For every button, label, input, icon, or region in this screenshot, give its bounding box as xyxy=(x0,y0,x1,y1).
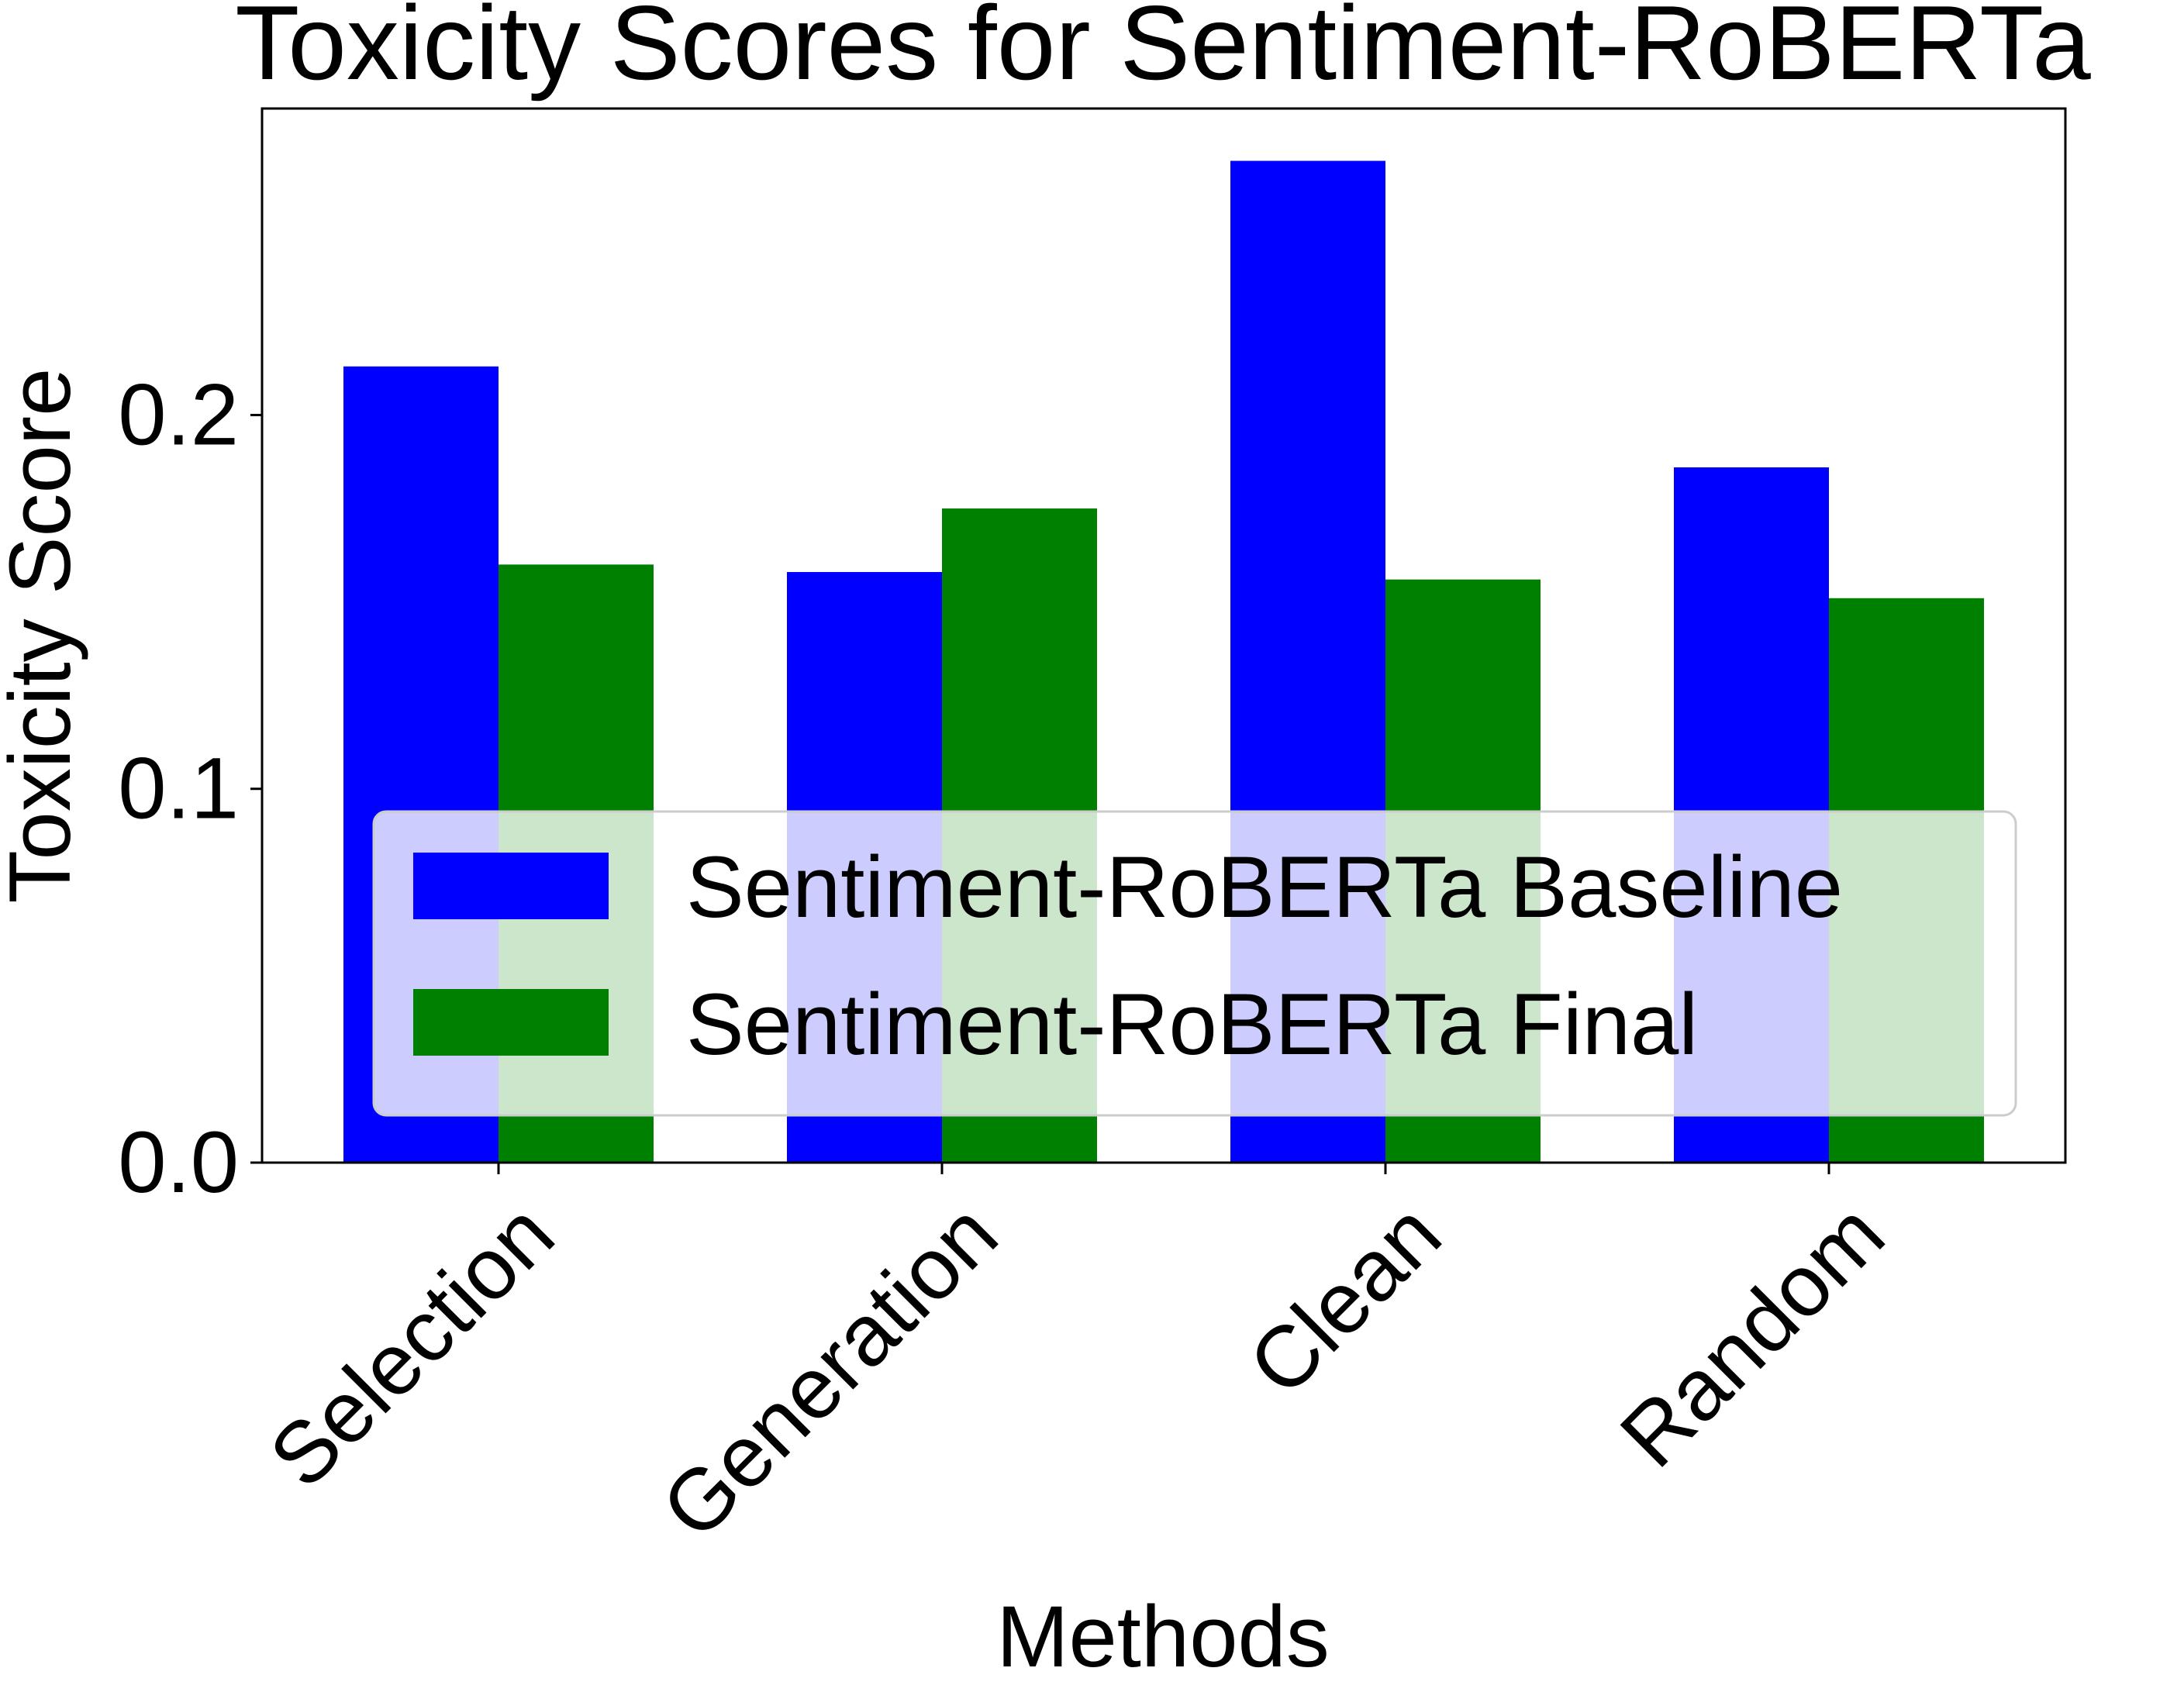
y-axis-label: Toxicity Score xyxy=(0,368,88,904)
x-tick-label-selection: Selection xyxy=(251,1185,572,1506)
legend: Sentiment-RoBERTa Baseline Sentiment-RoB… xyxy=(372,810,2017,1117)
legend-swatch-final xyxy=(413,989,609,1056)
x-tick-label-random: Random xyxy=(1602,1185,1903,1486)
legend-box xyxy=(372,810,2017,1117)
plot-frame xyxy=(260,107,2067,1164)
chart-title: Toxicity Scores for Sentiment-RoBERTa xyxy=(235,0,2091,102)
legend-label-baseline: Sentiment-RoBERTa Baseline xyxy=(686,839,1843,936)
x-axis: Selection Generation Clean Random xyxy=(251,1163,1903,1557)
x-axis-label: Methods xyxy=(996,1588,1330,1685)
y-tick-label: 0.1 xyxy=(118,740,239,837)
y-axis: 0.0 0.1 0.2 xyxy=(118,366,262,1211)
legend-label-final: Sentiment-RoBERTa Final xyxy=(686,976,1698,1073)
legend-swatch-baseline xyxy=(413,853,609,919)
x-tick-label-clean: Clean xyxy=(1230,1185,1459,1414)
x-tick-label-generation: Generation xyxy=(643,1185,1016,1557)
y-tick-label: 0.2 xyxy=(118,366,239,463)
y-tick-label: 0.0 xyxy=(118,1114,239,1211)
